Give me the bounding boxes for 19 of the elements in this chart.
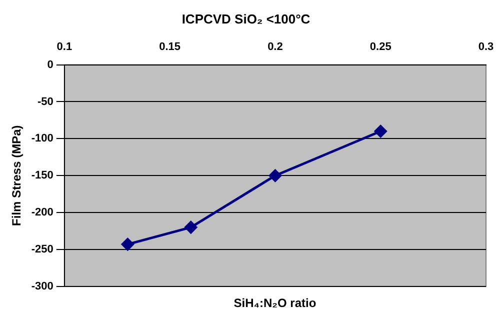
x-tick-label: 0.15 [159, 41, 181, 54]
y-tick-label: -300 [31, 280, 54, 292]
point [184, 221, 198, 234]
point [121, 238, 134, 251]
y-tick-label: 0 [47, 58, 54, 71]
x-tick-label: 0.1 [56, 41, 72, 54]
point [268, 169, 282, 182]
point [374, 125, 387, 138]
x-axis-title: SiH₄:N₂O ratio [232, 296, 318, 310]
y-axis-title: Film Stress (MPa) [10, 125, 24, 226]
y-tick-label: -100 [31, 132, 54, 145]
y-tick-label: -250 [31, 244, 54, 256]
x-tick-label: 0.2 [268, 41, 283, 54]
x-tick-label: 0.3 [478, 41, 494, 54]
y-tick-label: -50 [38, 96, 54, 108]
chart-title: ICPCVD SiO₂ <100°C [182, 11, 311, 26]
y-tick-label: -200 [31, 206, 54, 219]
x-tick-label: 0.25 [370, 41, 392, 54]
y-tick-label: -150 [31, 170, 54, 182]
